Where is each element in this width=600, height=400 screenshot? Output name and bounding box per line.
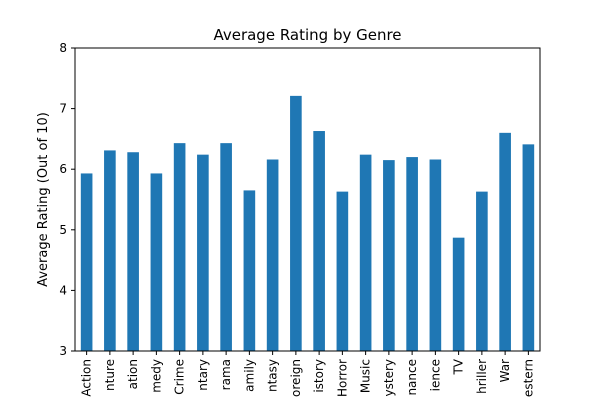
bar-crime <box>174 143 186 351</box>
bar-animation <box>127 152 139 351</box>
x-tick-label: estern <box>521 359 535 397</box>
x-tick-label: War <box>498 359 512 382</box>
bar-comedy <box>151 173 163 351</box>
x-tick-label: nance <box>405 359 419 396</box>
y-tick-label: 8 <box>59 41 67 55</box>
x-tick-label: Crime <box>173 359 187 395</box>
x-tick-label: ystery <box>382 359 396 396</box>
bar-history <box>313 131 325 351</box>
bar-science <box>430 160 442 351</box>
x-tick-label: hriller <box>475 359 489 394</box>
chart-title: Average Rating by Genre <box>213 26 401 44</box>
bar-documentary <box>197 155 209 351</box>
bar-western <box>523 144 535 351</box>
bar-mystery <box>383 160 395 351</box>
bar-fantasy <box>267 160 279 351</box>
bar-horror <box>337 192 349 351</box>
y-tick-label: 7 <box>59 102 67 116</box>
x-tick-label: ation <box>126 359 140 389</box>
x-tick-label: amily <box>242 359 256 392</box>
x-tick-label: nture <box>103 359 117 391</box>
x-tick-label: TV <box>452 358 466 375</box>
bar-war <box>499 133 511 351</box>
x-tick-label: ntasy <box>266 359 280 392</box>
x-tick-label: Horror <box>335 359 349 397</box>
x-tick-label: rama <box>219 359 233 390</box>
bar-adventure <box>104 150 116 351</box>
y-tick-label: 5 <box>59 223 67 237</box>
bar-foreign <box>290 96 302 351</box>
x-tick-label: Music <box>359 359 373 393</box>
y-tick-label: 4 <box>59 283 67 297</box>
bar-family <box>244 190 256 351</box>
x-tick-label: medy <box>149 359 163 393</box>
bar-action <box>81 173 93 351</box>
x-tick-label: ntary <box>196 359 210 391</box>
x-tick-label: ience <box>428 359 442 391</box>
bar-tv <box>453 238 465 351</box>
y-tick-label: 6 <box>59 162 67 176</box>
y-tick-label: 3 <box>59 344 67 358</box>
x-tick-label: istory <box>312 359 326 393</box>
bar-romance <box>406 157 418 351</box>
y-axis-label: Average Rating (Out of 10) <box>36 112 51 287</box>
bar-music <box>360 155 372 351</box>
x-tick-label: oreign <box>289 359 303 397</box>
x-tick-label: Action <box>80 359 94 397</box>
bar-thriller <box>476 192 488 351</box>
bar-drama <box>220 143 232 351</box>
